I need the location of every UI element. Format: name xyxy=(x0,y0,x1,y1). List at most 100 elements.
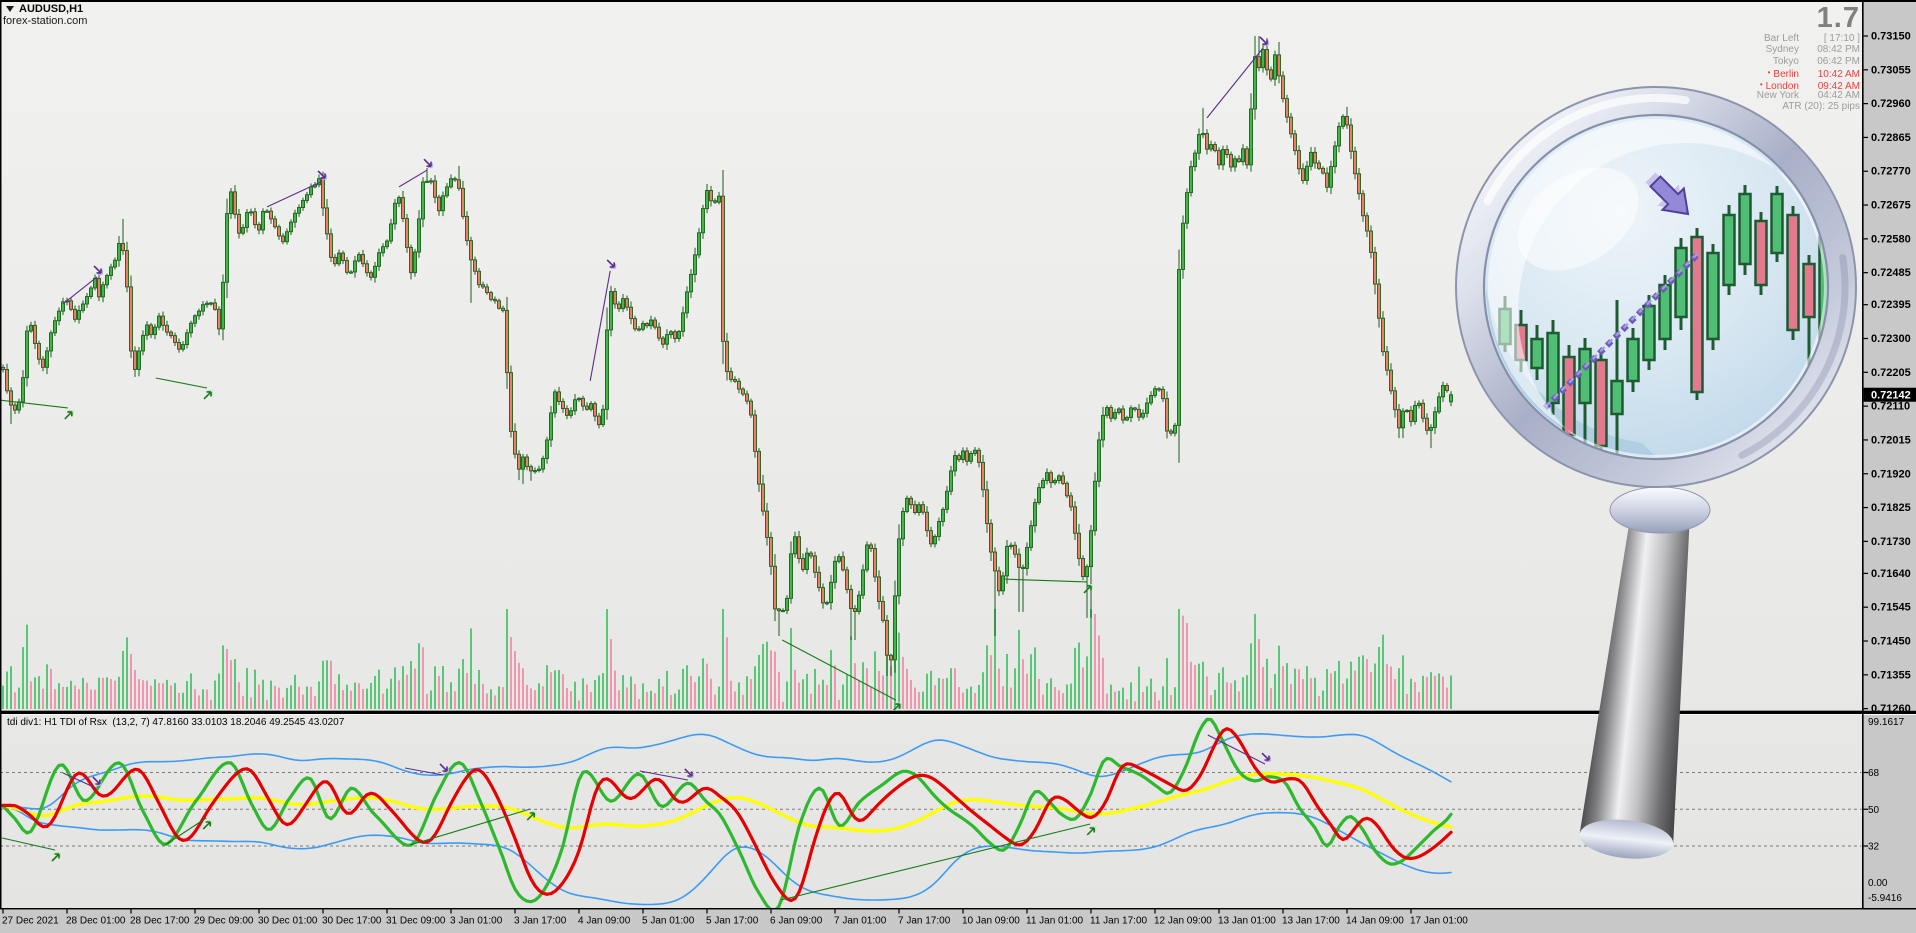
candle-bear xyxy=(1317,162,1321,169)
price-axis-strip[interactable] xyxy=(1862,0,1916,933)
divergence-arrow-down xyxy=(423,158,432,167)
candle-bear xyxy=(513,430,517,455)
candle-bear xyxy=(1157,388,1161,391)
volume-bar xyxy=(558,670,560,709)
candle-bull xyxy=(1097,439,1101,482)
ring-specular-arc xyxy=(1483,94,1690,206)
volume-bar xyxy=(422,647,424,709)
lens-candle-bull xyxy=(1706,251,1720,341)
candle-bear xyxy=(1289,116,1293,135)
price-axis-line xyxy=(1862,0,1864,909)
candle-bull xyxy=(1337,125,1341,147)
candle-bull xyxy=(1441,385,1445,398)
candle-bull xyxy=(413,251,417,274)
candle-bull xyxy=(521,456,525,470)
session-name: New York xyxy=(1756,89,1799,101)
candle-bull xyxy=(969,453,973,462)
candle-bear xyxy=(985,489,989,525)
candle-bear xyxy=(217,308,221,330)
candle-bull xyxy=(861,569,865,596)
candle-bear xyxy=(149,324,153,336)
volume-bar xyxy=(594,680,596,709)
volume-bar xyxy=(1294,668,1296,709)
time-axis-labels: 27 Dec 2021 28 Dec 01:00 28 Dec 17:00 29 De… xyxy=(2,909,1468,927)
volume-bar xyxy=(482,683,484,709)
volume-bar xyxy=(182,692,184,709)
volume-bar xyxy=(586,684,588,709)
divergence-arrow-up xyxy=(202,821,211,830)
candle-bull xyxy=(105,275,109,286)
candle-bear xyxy=(637,328,641,331)
candle-bull xyxy=(1333,145,1337,168)
candle-bull xyxy=(717,195,721,203)
volume-bar xyxy=(1042,694,1044,709)
volume-bar xyxy=(570,691,572,709)
volume-bar xyxy=(278,687,280,709)
candle-bear xyxy=(929,530,933,545)
symbol-dropdown-icon[interactable] xyxy=(6,6,14,12)
candle-bear xyxy=(913,504,917,513)
volume-bar xyxy=(1074,647,1076,709)
candle-bull xyxy=(649,319,653,327)
candle-bull xyxy=(1309,151,1313,167)
volume-bar xyxy=(554,670,556,709)
volume-bar xyxy=(1030,654,1032,709)
volume-bar xyxy=(662,686,664,709)
volume-bar xyxy=(302,694,304,709)
volume-bar xyxy=(522,668,524,709)
volume-bar xyxy=(602,673,604,709)
volume-bar xyxy=(26,624,28,709)
candle-bull xyxy=(573,399,577,412)
volume-bar xyxy=(1374,663,1376,709)
volume-bar xyxy=(878,670,880,709)
candle-bear xyxy=(981,461,985,491)
volume-bar xyxy=(434,666,436,709)
pane-separator[interactable] xyxy=(0,710,1916,711)
candle-bull xyxy=(1193,152,1197,168)
candle-bear xyxy=(817,571,821,589)
candle-bear xyxy=(169,331,173,337)
time-axis-strip[interactable] xyxy=(0,910,1862,933)
candle-bear xyxy=(1285,98,1289,118)
lens-candle-bull xyxy=(1578,347,1592,405)
volume-bar xyxy=(798,682,800,709)
volume-bar xyxy=(1098,635,1100,709)
candle-bull xyxy=(157,315,161,328)
price-label: 0.71355 xyxy=(1871,669,1911,681)
volume-bar xyxy=(358,683,360,709)
volume-bar xyxy=(186,681,188,709)
candlestick-series xyxy=(1,36,1453,676)
magnifier-ring-outer-edge xyxy=(1455,86,1857,488)
candle-bull xyxy=(905,497,909,512)
candle-bull xyxy=(1429,427,1433,431)
lens-candle-bull xyxy=(1626,337,1640,383)
volume-bar xyxy=(362,689,364,709)
tdi-indicator-pane[interactable] xyxy=(0,717,1862,910)
volume-bar xyxy=(338,674,340,709)
candle-bull xyxy=(45,350,49,368)
candle-bear xyxy=(1385,351,1389,371)
symbol-title-row[interactable]: AUDUSD,H1 xyxy=(6,3,83,15)
volume-bar xyxy=(446,692,448,709)
volume-bar xyxy=(1190,661,1192,709)
volume-bar xyxy=(54,689,56,709)
volume-bar xyxy=(990,655,992,709)
volume-bar xyxy=(1358,656,1360,709)
volume-bar xyxy=(998,668,1000,709)
volume-bar xyxy=(782,701,784,709)
candle-bear xyxy=(529,466,533,472)
candle-bear xyxy=(1165,398,1169,432)
volume-bar xyxy=(518,662,520,709)
volume-bar xyxy=(1430,672,1432,709)
divergence-line xyxy=(404,767,444,776)
volume-bar xyxy=(1394,679,1396,709)
main-price-pane[interactable] xyxy=(0,36,1453,711)
candle-bull xyxy=(677,330,681,339)
candle-bear xyxy=(1137,408,1141,418)
lens-candle-bear xyxy=(1594,358,1608,448)
candle-bear xyxy=(1017,553,1021,568)
candle-bull xyxy=(945,490,949,510)
candle-bear xyxy=(237,213,241,234)
volume-bar xyxy=(538,683,540,709)
